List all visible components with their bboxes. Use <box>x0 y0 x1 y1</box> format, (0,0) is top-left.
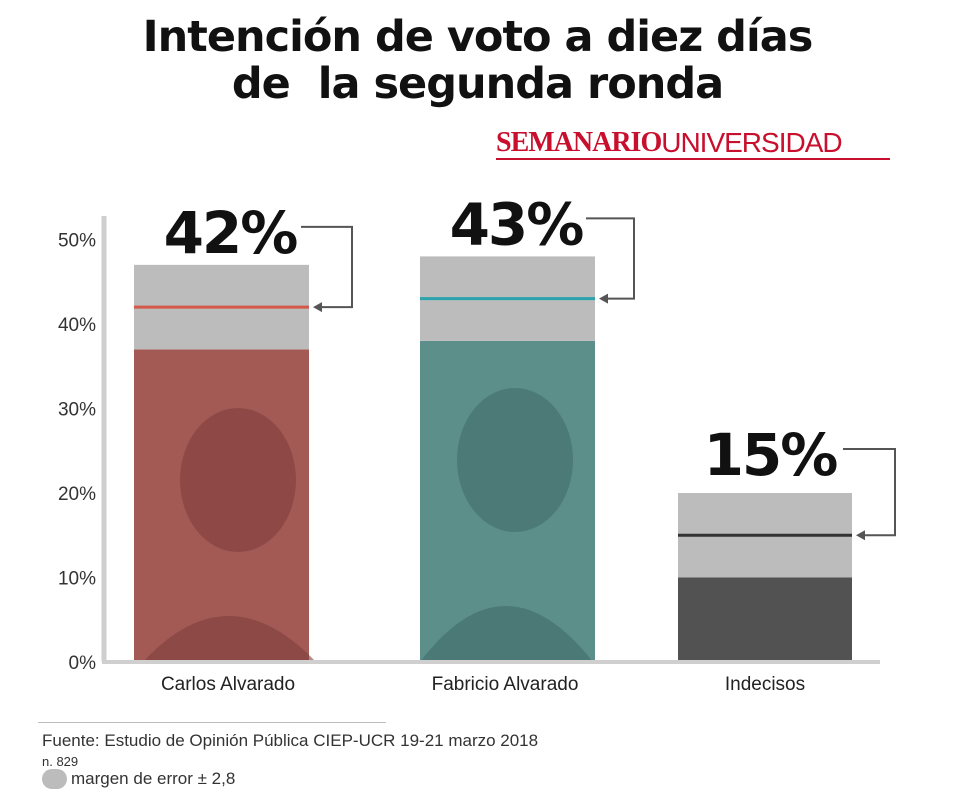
bar-chart: 0% 10% 20% 30% 40% 50% 42% Carlos Alvarado 43% F… <box>58 190 896 695</box>
data-label-0: 42% <box>164 199 298 267</box>
category-label-2: Indecisos <box>725 674 805 695</box>
y-tick-label: 0% <box>69 653 97 674</box>
y-tick-label: 30% <box>58 400 96 421</box>
callout-arrow-2 <box>856 530 865 541</box>
bars-layer <box>134 256 852 662</box>
label-layer: 42% Carlos Alvarado 43% Fabricio Alvarado 15… <box>161 190 896 695</box>
callout-bracket-0 <box>301 225 353 309</box>
footer-divider <box>38 722 386 723</box>
chart-title-line-2: de la segunda ronda <box>231 59 724 109</box>
data-label-2: 15% <box>704 421 838 489</box>
source-note: Fuente: Estudio de Opinión Pública CIEP-… <box>42 731 539 750</box>
callout-arrow-1 <box>599 293 608 304</box>
bar-2 <box>678 577 852 662</box>
data-label-1: 43% <box>450 190 584 258</box>
legend-swatch <box>42 769 67 789</box>
brand-logo-part-2: UNIVERSIDAD <box>661 127 842 158</box>
y-tick-label: 40% <box>58 315 96 336</box>
sample-size: n. 829 <box>42 754 79 769</box>
category-label-1: Fabricio Alvarado <box>432 674 579 695</box>
chart-title-line-1: Intención de voto a diez días <box>142 12 814 62</box>
brand-logo: SEMANARIO UNIVERSIDAD <box>496 124 890 160</box>
callout-bracket-2 <box>843 448 896 537</box>
portrait-head-0 <box>180 408 296 552</box>
callout-bracket-1 <box>586 217 635 300</box>
portrait-body-0 <box>143 616 316 662</box>
legend: margen de error ± 2,8 <box>42 769 235 789</box>
portrait-head-1 <box>457 388 573 532</box>
portrait-body-1 <box>420 606 593 662</box>
category-label-0: Carlos Alvarado <box>161 674 295 695</box>
y-tick-label: 10% <box>58 569 96 590</box>
legend-label: margen de error ± 2,8 <box>71 769 236 788</box>
chart-title: Intención de voto a diez días de la segu… <box>0 14 955 108</box>
callout-arrow-0 <box>313 302 322 313</box>
brand-logo-part-1: SEMANARIO <box>496 127 662 158</box>
y-tick-label: 20% <box>58 484 96 505</box>
axis-layer: 0% 10% 20% 30% 40% 50% <box>58 216 880 674</box>
y-tick-label: 50% <box>58 231 96 252</box>
